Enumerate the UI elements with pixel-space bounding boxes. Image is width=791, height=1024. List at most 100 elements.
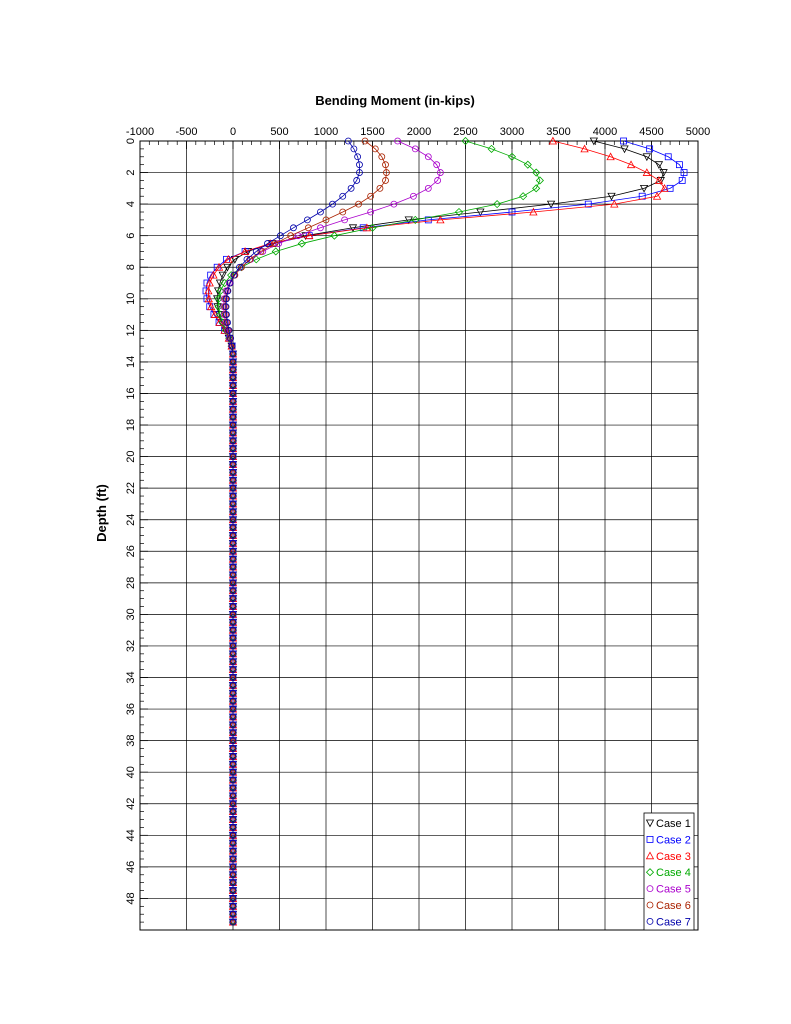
data-point [411, 145, 419, 153]
data-point [229, 753, 237, 760]
data-point [229, 895, 237, 902]
data-point [214, 294, 223, 303]
series-line [225, 140, 360, 923]
data-point [383, 169, 390, 176]
data-point [356, 169, 363, 176]
data-point [236, 263, 243, 271]
data-point [229, 476, 237, 484]
data-point [378, 153, 386, 161]
data-point [229, 429, 237, 437]
data-point [218, 271, 227, 280]
data-point [436, 215, 445, 224]
data-point [229, 358, 237, 366]
data-point [354, 153, 362, 161]
data-point [223, 311, 230, 318]
data-point [229, 350, 237, 358]
y-tick-label: 22 [125, 482, 137, 494]
data-point [532, 168, 541, 177]
y-tick-label: 2 [125, 169, 137, 175]
series-group [202, 136, 688, 927]
data-point [229, 910, 237, 918]
data-point [344, 137, 352, 145]
data-point [229, 658, 237, 666]
data-point [371, 145, 379, 153]
legend-label: Case 7 [656, 916, 691, 928]
data-point [433, 161, 441, 169]
data-point [229, 784, 237, 792]
y-tick-label: 32 [125, 640, 137, 652]
y-tick-label: 16 [125, 387, 137, 399]
data-point [454, 207, 464, 217]
data-point [229, 697, 237, 705]
data-point [229, 500, 237, 508]
data-point [204, 294, 213, 303]
data-point [424, 153, 432, 161]
data-point [507, 152, 517, 161]
data-point [305, 231, 314, 240]
x-tick-label: 500 [270, 126, 288, 138]
legend-marker [646, 918, 654, 925]
data-point [229, 831, 237, 839]
x-tick-label: 5000 [686, 126, 710, 138]
data-point [229, 634, 237, 642]
data-point [229, 776, 237, 784]
data-point [341, 216, 349, 224]
data-point [529, 207, 538, 216]
data-point [229, 824, 237, 831]
x-tick-label: 0 [230, 126, 236, 138]
data-point [240, 247, 250, 255]
data-point [228, 342, 236, 350]
data-point [434, 177, 442, 184]
data-point [329, 200, 336, 208]
data-point [229, 666, 237, 674]
series-case-2 [202, 137, 688, 926]
data-point [229, 760, 237, 768]
data-point [589, 137, 599, 146]
series-case-1 [213, 137, 668, 927]
data-point [224, 287, 232, 295]
legend-marker [645, 851, 655, 860]
data-point [227, 334, 235, 342]
y-tick-label: 38 [125, 735, 137, 747]
y-tick-label: 40 [125, 766, 137, 778]
series-line [207, 140, 666, 923]
x-tick-label: 2000 [407, 126, 431, 138]
data-point [654, 176, 664, 184]
data-point [678, 177, 686, 184]
data-point [229, 492, 237, 500]
y-tick-label: 28 [125, 577, 137, 589]
y-tick-label: 36 [125, 703, 137, 715]
legend-marker [645, 819, 655, 828]
data-point [330, 231, 339, 240]
y-tick-label: 34 [125, 671, 137, 683]
data-point [367, 192, 375, 200]
data-point [229, 524, 237, 532]
data-point [606, 152, 615, 161]
data-point [229, 847, 237, 855]
y-tick-label: 46 [125, 861, 137, 873]
data-point [642, 168, 652, 176]
legend-label: Case 4 [656, 867, 691, 879]
data-point [229, 863, 237, 871]
data-point [243, 255, 251, 263]
data-point [424, 184, 432, 192]
data-point [229, 816, 237, 823]
x-tick-label: 1500 [360, 126, 384, 138]
data-point [229, 587, 237, 595]
series-line [216, 140, 665, 923]
data-point [355, 200, 362, 208]
y-tick-label: 10 [125, 293, 137, 305]
data-point [229, 563, 237, 571]
data-point [317, 224, 324, 232]
data-point [206, 302, 216, 311]
data-point [382, 161, 389, 169]
data-point [229, 390, 237, 397]
data-point [607, 192, 616, 201]
x-tick-label: 4500 [639, 126, 663, 138]
data-point [476, 208, 485, 217]
data-point [229, 484, 237, 492]
data-point [226, 279, 234, 287]
data-point [229, 713, 237, 721]
data-point [209, 270, 218, 279]
data-point [436, 169, 444, 176]
